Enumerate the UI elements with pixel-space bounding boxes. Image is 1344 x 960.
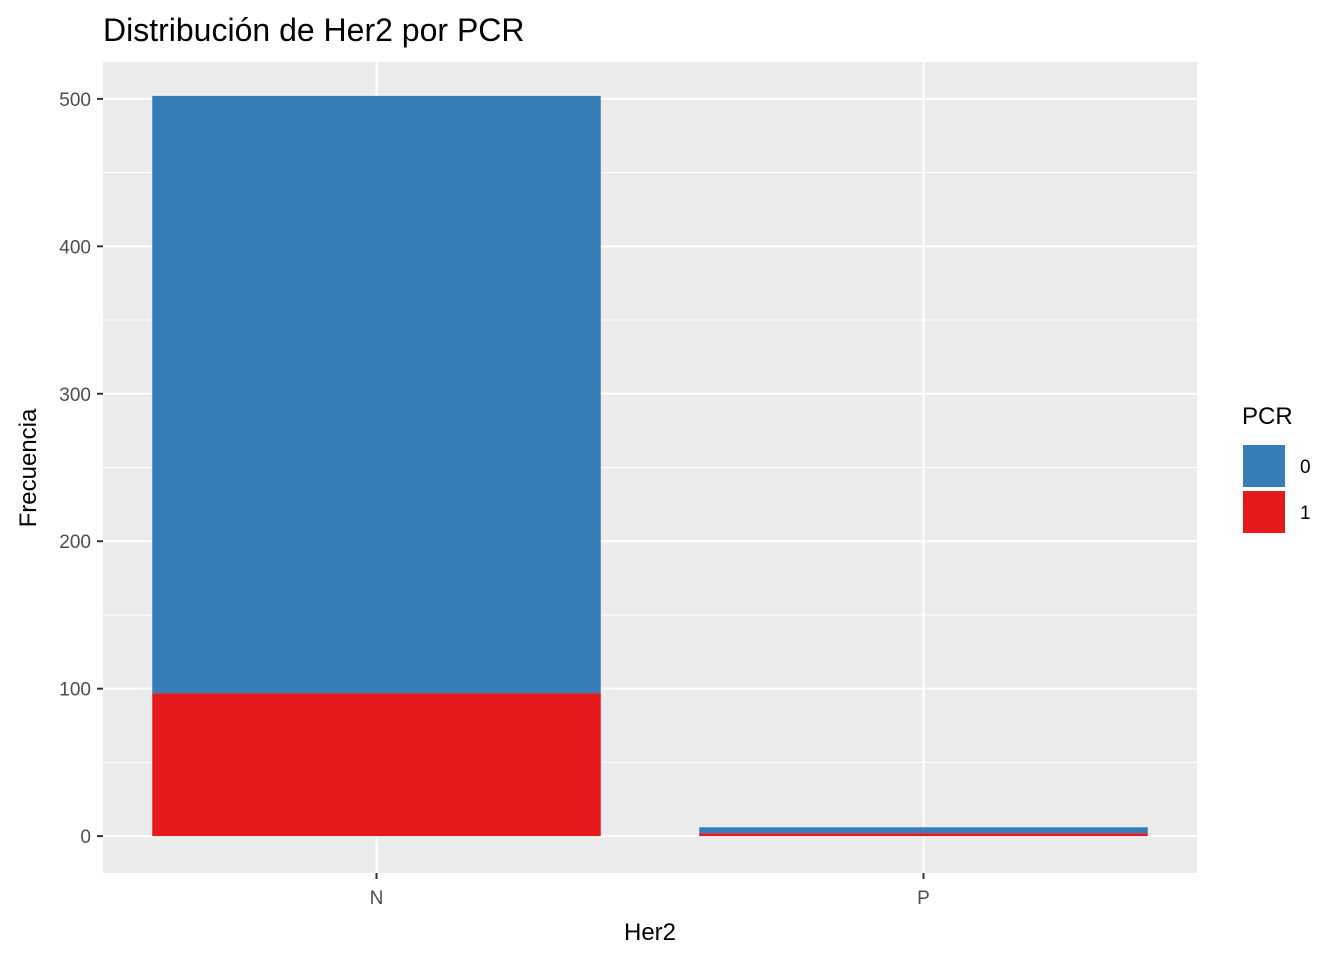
bar-P-pcr-0 bbox=[699, 827, 1148, 834]
chart-title: Distribución de Her2 por PCR bbox=[103, 12, 525, 48]
legend-title: PCR bbox=[1242, 403, 1293, 430]
legend-label-1: 1 bbox=[1300, 503, 1311, 524]
y-tick-label: 500 bbox=[59, 90, 91, 111]
x-tick-label: N bbox=[370, 888, 384, 909]
legend: PCR 0 1 bbox=[1241, 403, 1311, 535]
y-tick-label: 200 bbox=[59, 532, 91, 553]
y-tick-label: 100 bbox=[59, 680, 91, 701]
y-axis-title: Frecuencia bbox=[15, 408, 42, 527]
bar-N-pcr-0 bbox=[152, 95, 601, 694]
y-tick-label: 0 bbox=[80, 827, 91, 848]
x-axis-title: Her2 bbox=[624, 919, 676, 946]
y-tick-label: 300 bbox=[59, 385, 91, 406]
bars bbox=[152, 95, 1148, 837]
legend-key-0 bbox=[1241, 443, 1287, 489]
legend-key-1 bbox=[1241, 489, 1287, 535]
y-axis: 0 100 200 300 400 500 bbox=[59, 90, 103, 848]
bar-P-pcr-1 bbox=[699, 833, 1148, 837]
y-tick-label: 400 bbox=[59, 237, 91, 258]
legend-label-0: 0 bbox=[1300, 457, 1311, 478]
x-tick-label: P bbox=[917, 888, 930, 909]
bar-N-pcr-1 bbox=[152, 693, 601, 837]
